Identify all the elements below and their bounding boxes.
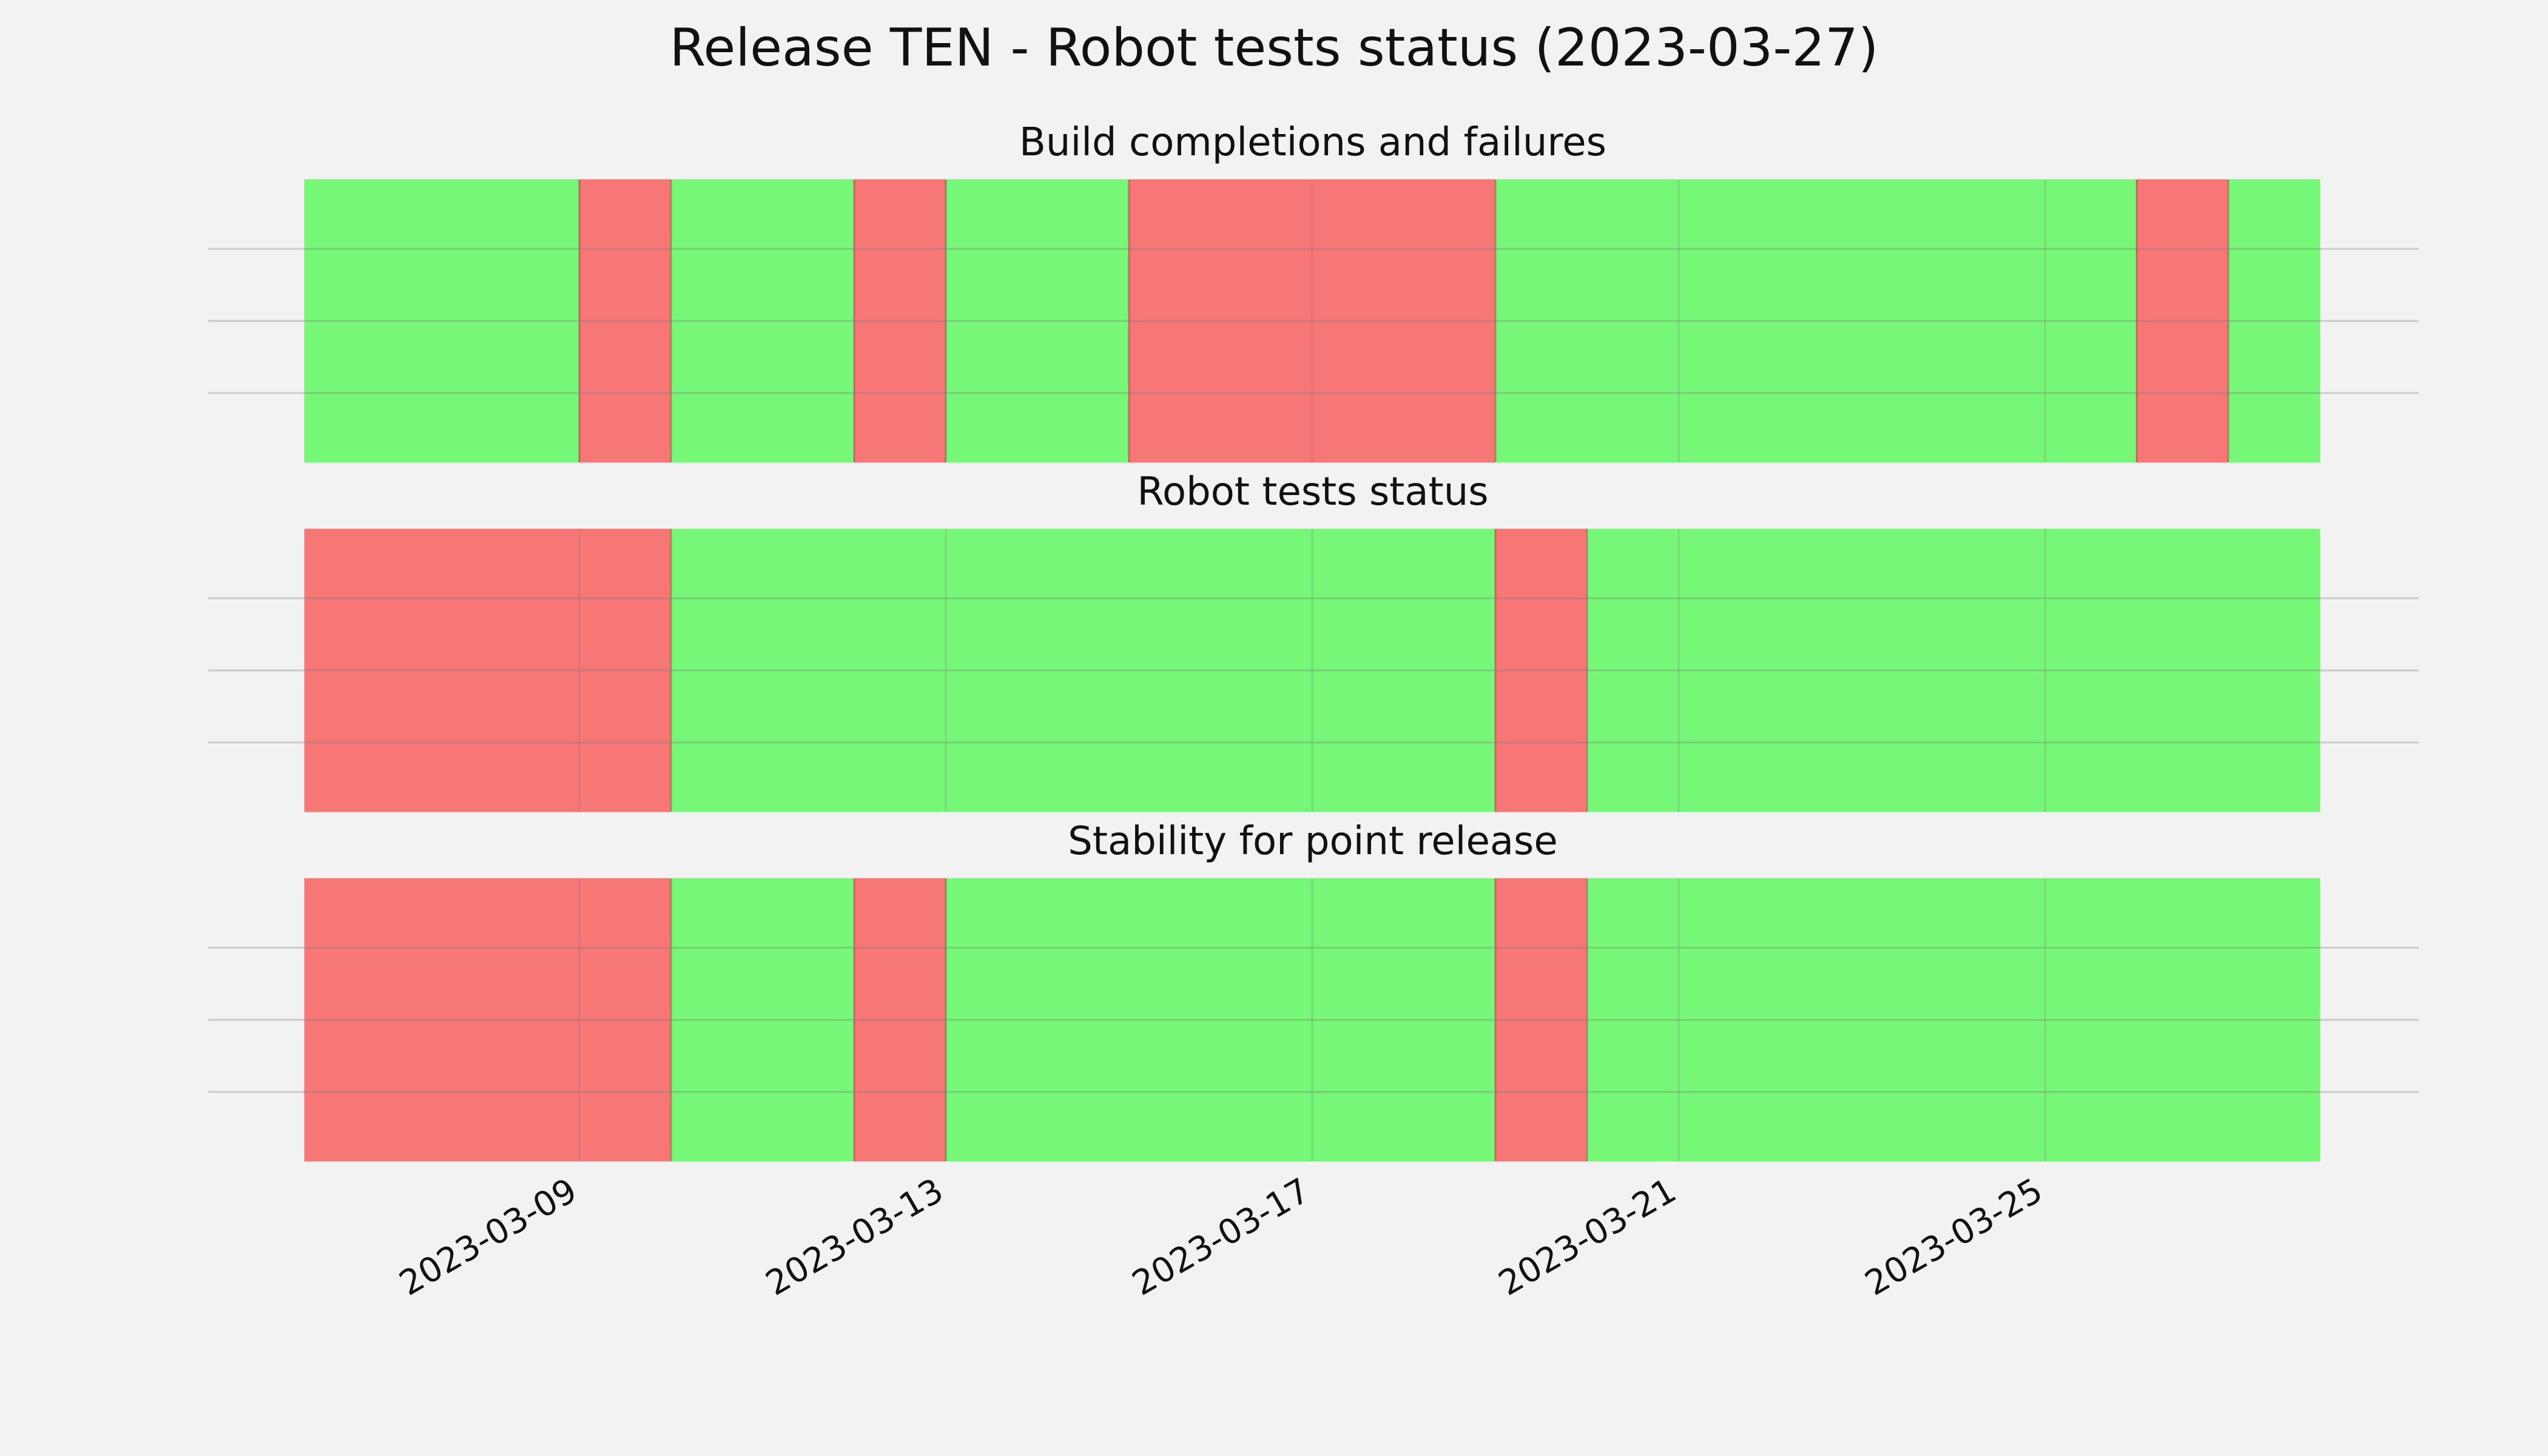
segment-pass <box>1586 878 2320 1162</box>
segment-fail <box>304 528 672 812</box>
panel-title: Robot tests status <box>1137 470 1488 514</box>
segment-pass <box>2228 179 2320 463</box>
panel-title: Build completions and failures <box>1019 120 1606 165</box>
segment-pass <box>1586 528 2320 812</box>
segment-fail <box>1495 528 1588 812</box>
segment-fail <box>304 878 672 1162</box>
segment-pass <box>670 179 855 463</box>
chart-panels: Build completions and failures Robot test… <box>208 120 2419 1162</box>
panel-title: Stability for point release <box>1068 819 1558 864</box>
segment-pass <box>1495 179 2137 463</box>
segment-pass <box>945 179 1130 463</box>
segment-pass <box>945 878 1496 1162</box>
segment-fail <box>1128 179 1496 463</box>
segment-pass <box>670 528 1496 812</box>
segment-fail <box>2136 179 2229 463</box>
panel-2: Robot tests status <box>208 470 2419 812</box>
panel-1: Build completions and failures <box>208 120 2419 463</box>
panel-3: Stability for point release <box>208 819 2419 1162</box>
segment-fail <box>854 878 946 1162</box>
chart-title: Release TEN - Robot tests status (2023-0… <box>670 18 1879 78</box>
segment-pass <box>304 179 580 463</box>
